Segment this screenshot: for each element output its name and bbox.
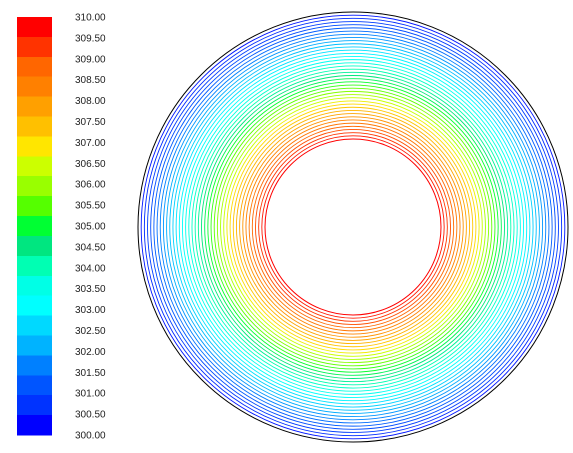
contour-line [242, 116, 464, 338]
colorbar-tick-label: 309.50 [75, 33, 106, 44]
colorbar-tick-label: 307.00 [75, 138, 106, 149]
colorbar-tick-labels: 310.00 309.50 309.00 308.50 308.00 307.50 307.… [75, 13, 106, 442]
contour-line [251, 125, 455, 329]
contour-line [226, 100, 480, 354]
contour-line [175, 49, 531, 405]
colorbar-swatch [17, 216, 52, 237]
colorbar-tick-label: 308.00 [75, 96, 106, 107]
contour-line [239, 113, 467, 341]
contour-line [210, 84, 496, 370]
colorbar-swatch [17, 355, 52, 376]
colorbar-swatch [17, 375, 52, 396]
contour-line [185, 59, 521, 395]
contour-line [261, 135, 445, 319]
colorbar-swatch [17, 415, 52, 436]
colorbar-tick-label: 302.00 [75, 347, 106, 358]
contour-lines [140, 14, 566, 440]
colorbar-swatch [17, 315, 52, 337]
colorbar-swatch [17, 275, 52, 297]
contour-line [201, 75, 505, 379]
colorbar-tick-label: 307.50 [75, 117, 106, 128]
contour-line [255, 129, 451, 325]
contour-line [162, 36, 544, 418]
colorbar-tick-label: 308.50 [75, 75, 106, 86]
colorbar-tick-label: 304.50 [75, 242, 106, 253]
colorbar-swatch [17, 156, 52, 177]
contour-line [213, 87, 493, 367]
contour-line [178, 52, 528, 402]
colorbar-swatch [17, 196, 52, 217]
colorbar-tick-label: 306.00 [75, 180, 106, 191]
contour-line [147, 21, 559, 433]
contour-line [150, 24, 556, 430]
contour-plot [137, 11, 569, 443]
colorbar-tick-label: 309.00 [75, 54, 106, 65]
colorbar-tick-label: 305.50 [75, 201, 106, 212]
colorbar-swatch [17, 295, 52, 317]
contour-line [216, 90, 490, 364]
contour-line [232, 106, 474, 348]
colorbar-swatch [17, 76, 52, 98]
contour-line [235, 109, 471, 345]
colorbar-swatch [17, 56, 52, 78]
colorbar-swatch [17, 136, 52, 157]
inner-boundary [264, 138, 442, 316]
contour-line [258, 132, 448, 322]
colorbar-swatch [17, 235, 52, 257]
contour-line [204, 78, 502, 376]
contour-line [166, 40, 540, 414]
colorbar-tick-label: 310.00 [75, 13, 106, 24]
contour-line [245, 119, 461, 335]
contour-line [143, 17, 563, 437]
colorbar-tick-label: 303.00 [75, 305, 106, 316]
colorbar-tick-label: 300.50 [75, 410, 106, 421]
contour-line [248, 122, 458, 332]
contour-line [223, 97, 483, 357]
colorbar-swatch [17, 36, 52, 58]
contour-line [169, 43, 537, 411]
colorbar-swatch [17, 335, 52, 356]
colorbar-tick-label: 301.00 [75, 389, 106, 400]
colorbar-tick-label: 306.50 [75, 159, 106, 170]
colorbar-swatches [17, 17, 52, 436]
outer-boundary [137, 11, 569, 443]
colorbar-tick-label: 302.50 [75, 326, 106, 337]
contour-line [181, 55, 525, 399]
colorbar-swatch [17, 116, 52, 138]
contour-line [194, 68, 512, 386]
colorbar: 310.00 309.50 309.00 308.50 308.00 307.50 307.… [17, 13, 106, 442]
colorbar-tick-label: 305.00 [75, 222, 106, 233]
contour-line [220, 94, 486, 360]
contour-line [153, 27, 553, 427]
contour-line [188, 62, 518, 392]
colorbar-tick-label: 303.50 [75, 284, 106, 295]
colorbar-swatch [17, 96, 52, 118]
contour-line [159, 33, 547, 421]
colorbar-tick-label: 301.50 [75, 368, 106, 379]
colorbar-tick-label: 304.00 [75, 263, 106, 274]
contour-line [207, 81, 499, 373]
contour-line [172, 46, 534, 408]
contour-line [156, 30, 550, 424]
contour-line [140, 14, 566, 440]
colorbar-swatch [17, 176, 52, 197]
colorbar-swatch [17, 255, 52, 277]
contour-line [197, 71, 509, 383]
contour-line [229, 103, 477, 351]
colorbar-swatch [17, 395, 52, 416]
colorbar-swatch [17, 17, 52, 38]
colorbar-tick-label: 300.00 [75, 431, 106, 442]
contour-line [191, 65, 515, 389]
